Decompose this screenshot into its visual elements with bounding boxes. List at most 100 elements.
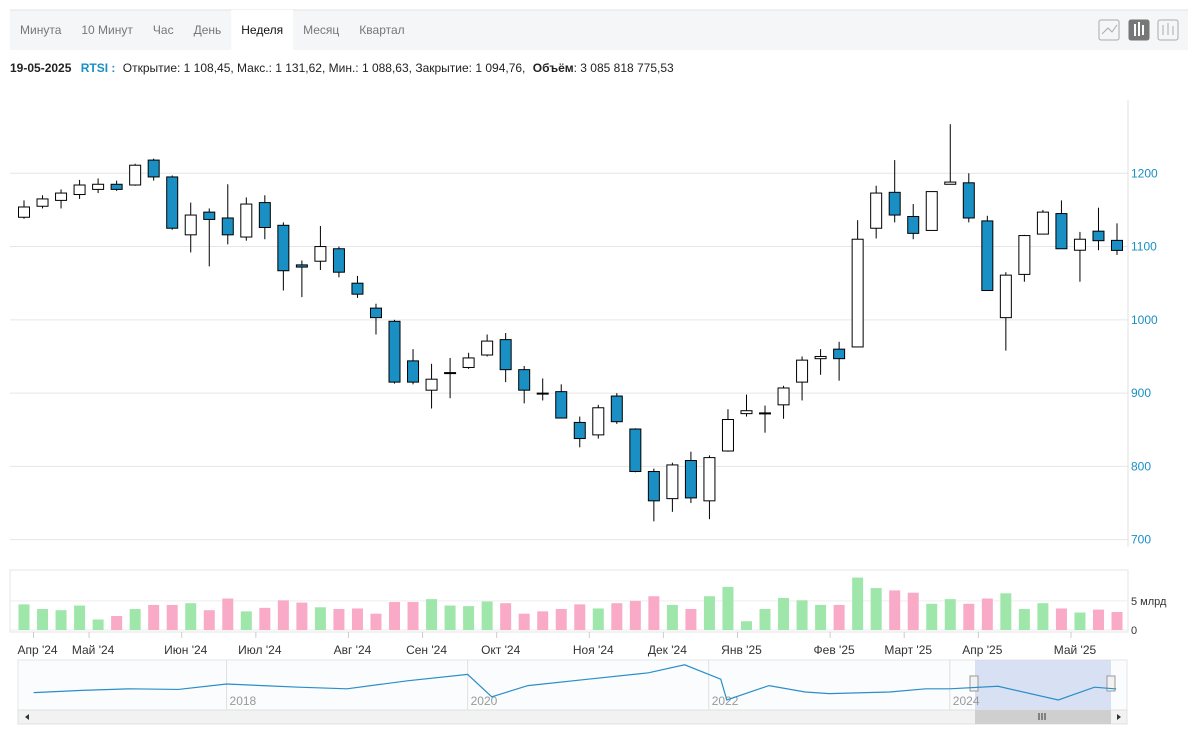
line-icon-glyph — [1101, 24, 1118, 35]
volume-bar — [740, 621, 752, 630]
volume-bar — [629, 600, 641, 630]
candle-body — [129, 164, 142, 186]
x-tick-label: Апр '24 — [17, 643, 57, 657]
candle-body — [184, 214, 197, 236]
y-tick-label: 1000 — [1131, 313, 1158, 327]
candle-body — [295, 264, 308, 268]
volume-bar — [481, 601, 493, 630]
volume-bar — [889, 590, 901, 630]
candle-body — [740, 410, 753, 415]
volume-bar — [870, 588, 882, 630]
candle-icon-glyph — [1134, 22, 1144, 36]
x-tick-label: Ноя '24 — [573, 643, 614, 657]
candle-body — [666, 464, 679, 500]
volume-bar — [703, 596, 715, 630]
volume-bar — [963, 603, 975, 630]
tab[interactable]: Минута — [20, 23, 62, 37]
candle-body — [203, 211, 216, 220]
tab[interactable]: Квартал — [359, 23, 404, 37]
info-line: 19-05-2025 RTSI : Открытие: 1 108,45, Ма… — [10, 61, 674, 75]
y-tick-label: 5 млрд — [1131, 596, 1167, 608]
x-tick-label: 2020 — [471, 694, 498, 708]
x-tick-label: Янв '25 — [721, 643, 762, 657]
volume-bar — [500, 603, 512, 630]
candle-body — [555, 391, 568, 419]
candle-body — [962, 182, 975, 219]
candle-body — [573, 421, 586, 440]
scrollbar-thumb[interactable] — [975, 710, 1111, 724]
volume-bar — [1000, 593, 1012, 630]
candle-body — [759, 412, 772, 415]
candle-body — [388, 320, 401, 383]
x-tick-label: Дек '24 — [648, 643, 687, 657]
line-icon[interactable] — [1098, 19, 1120, 41]
volume-bar — [592, 608, 604, 630]
candle-body — [332, 248, 345, 273]
volume-bar — [1111, 612, 1123, 630]
info-ohlc: Открытие: 1 108,45, Макс.: 1 131,62, Мин… — [123, 61, 526, 75]
navigator-handle-right[interactable] — [1106, 675, 1116, 692]
candle-body — [1018, 235, 1031, 275]
tab[interactable]: 10 Минут — [81, 23, 133, 37]
volume-bar — [648, 596, 660, 630]
toolbar — [10, 10, 1188, 50]
candle-body — [36, 198, 49, 207]
volume-bar — [1037, 603, 1049, 630]
candle-body — [110, 183, 123, 190]
y-tick-label: 800 — [1131, 459, 1151, 473]
volume-bar — [796, 600, 808, 630]
candle-body — [777, 387, 790, 406]
volume-bar — [833, 604, 845, 630]
tab[interactable]: Час — [153, 23, 174, 37]
candle-body — [684, 460, 697, 499]
x-tick-label: Май '24 — [72, 643, 115, 657]
candle-body — [221, 217, 234, 236]
tab[interactable]: Месяц — [303, 23, 339, 37]
candle-body — [277, 224, 290, 272]
candle-body — [166, 176, 179, 229]
y-tick-label: 700 — [1131, 533, 1151, 547]
volume-bar — [55, 610, 67, 630]
navigator — [17, 659, 1128, 711]
volume-bar — [444, 605, 456, 630]
info-volume-label: Объём — [533, 61, 574, 75]
scroll-left[interactable] — [25, 714, 29, 720]
tab[interactable]: Неделя — [241, 23, 283, 37]
candle-body — [592, 407, 605, 436]
scroll-right[interactable] — [1117, 714, 1121, 720]
volume-bar — [944, 599, 956, 630]
y-tick-label: 0 — [1131, 625, 1137, 637]
volume-bar — [759, 609, 771, 630]
volume-bar — [685, 609, 697, 630]
ohlc-icon[interactable] — [1157, 19, 1179, 41]
x-tick-label: Окт '24 — [481, 643, 521, 657]
volume-bar — [815, 604, 827, 630]
candle-body — [870, 192, 883, 229]
volume-bar — [259, 607, 271, 630]
volume-bar — [389, 602, 401, 630]
navigator-selection[interactable] — [975, 660, 1111, 710]
candle-body — [610, 395, 623, 423]
candle-body — [73, 184, 86, 196]
candle-body — [536, 392, 549, 395]
x-tick-label: 2024 — [953, 694, 980, 708]
volume-bar — [852, 577, 864, 630]
ohlc-icon-glyph — [1162, 23, 1174, 35]
volume-bar — [111, 616, 123, 630]
volume-bar — [185, 603, 197, 630]
volume-bar — [1092, 609, 1104, 630]
candle-body — [481, 340, 494, 356]
volume-bar — [203, 610, 215, 630]
tab[interactable]: День — [194, 23, 222, 37]
candle-body — [444, 372, 457, 375]
x-tick-label: Июн '24 — [164, 643, 208, 657]
candle-body — [703, 457, 716, 502]
volume-bar — [555, 609, 567, 630]
scrollbar[interactable] — [17, 709, 1128, 725]
navigator-handle-left[interactable] — [969, 675, 979, 692]
candle-body — [814, 355, 827, 360]
candle-body — [518, 369, 531, 391]
candle-body — [629, 428, 642, 473]
candle-body — [462, 357, 475, 368]
volume-bar — [370, 613, 382, 630]
